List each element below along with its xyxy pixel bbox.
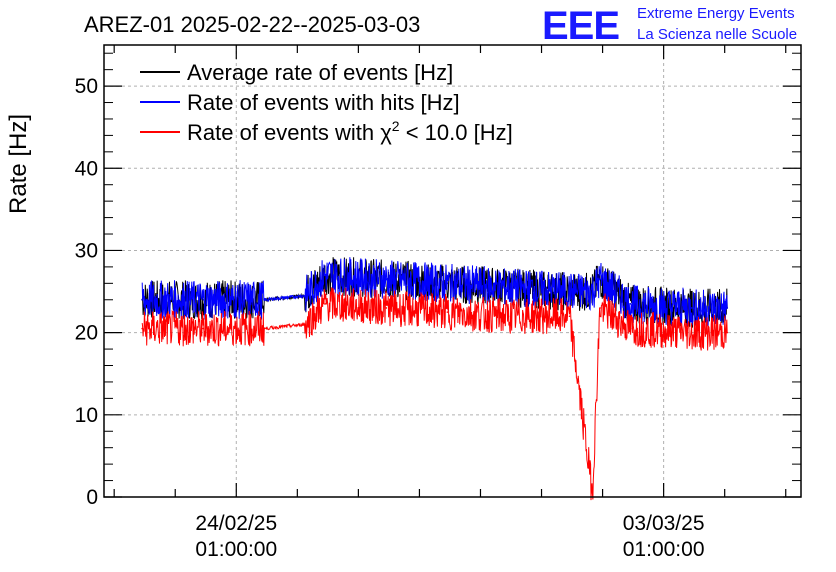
series-point — [507, 286, 510, 289]
series-point — [141, 327, 143, 330]
series-point — [599, 307, 601, 309]
series-point — [446, 282, 449, 285]
eee-logo: EEE — [542, 4, 619, 48]
series-point — [141, 298, 143, 301]
series-point — [629, 327, 632, 330]
series-point — [726, 307, 729, 309]
series-point — [726, 331, 729, 334]
series-line-3 — [141, 287, 728, 501]
brand-line-2: La Scienza nelle Scuole — [637, 26, 797, 43]
plot-frame — [103, 44, 802, 498]
y-tick-label: 30 — [75, 239, 98, 262]
series-point — [568, 290, 571, 293]
legend-label-1: Average rate of events [Hz] — [187, 60, 453, 85]
series-layer — [141, 257, 729, 501]
series-point — [599, 278, 601, 281]
series-point — [591, 290, 594, 293]
series-line-2 — [141, 257, 728, 327]
series-point — [263, 327, 266, 330]
series-point — [690, 331, 693, 334]
x-tick-label-date: 03/03/25 — [623, 512, 705, 535]
y-axis-title: Rate [Hz] — [5, 114, 32, 214]
series-point — [324, 303, 327, 305]
legend: Average rate of events [Hz] Rate of event… — [140, 60, 513, 145]
series-point — [591, 492, 594, 494]
series-point — [202, 327, 205, 330]
x-tick-label-time: 01:00:00 — [195, 538, 277, 561]
series-point — [385, 307, 388, 309]
series-point — [690, 307, 693, 309]
brand-line-1: Extreme Energy Events — [637, 5, 795, 22]
series-2 — [141, 257, 729, 327]
series-point — [507, 315, 510, 318]
x-tick-label-time: 01:00:00 — [623, 538, 705, 561]
series-point — [263, 298, 266, 301]
series-point — [304, 323, 306, 326]
y-tick-label: 40 — [75, 157, 98, 180]
series-3 — [141, 287, 729, 501]
y-tick-label: 10 — [75, 404, 98, 427]
legend-label-2: Rate of events with hits [Hz] — [187, 90, 460, 115]
series-point — [304, 294, 306, 297]
y-tick-label: 0 — [86, 486, 98, 509]
y-tick-label: 50 — [75, 75, 98, 98]
series-point — [629, 303, 632, 305]
series-point — [202, 298, 205, 301]
legend-label-3: Rate of events with χ2 < 10.0 [Hz] — [187, 118, 513, 145]
series-point — [446, 311, 449, 313]
tick-layer: 0 10 20 30 40 50 24/02/25 01:00:00 03/03/25 01:00… — [75, 45, 801, 561]
y-tick-label: 20 — [75, 322, 98, 345]
chart-title: AREZ-01 2025-02-22--2025-03-03 — [84, 12, 420, 37]
x-tick-label-date: 24/02/25 — [195, 512, 277, 535]
series-point — [324, 274, 327, 276]
series-point — [385, 278, 388, 281]
series-point — [568, 315, 571, 318]
